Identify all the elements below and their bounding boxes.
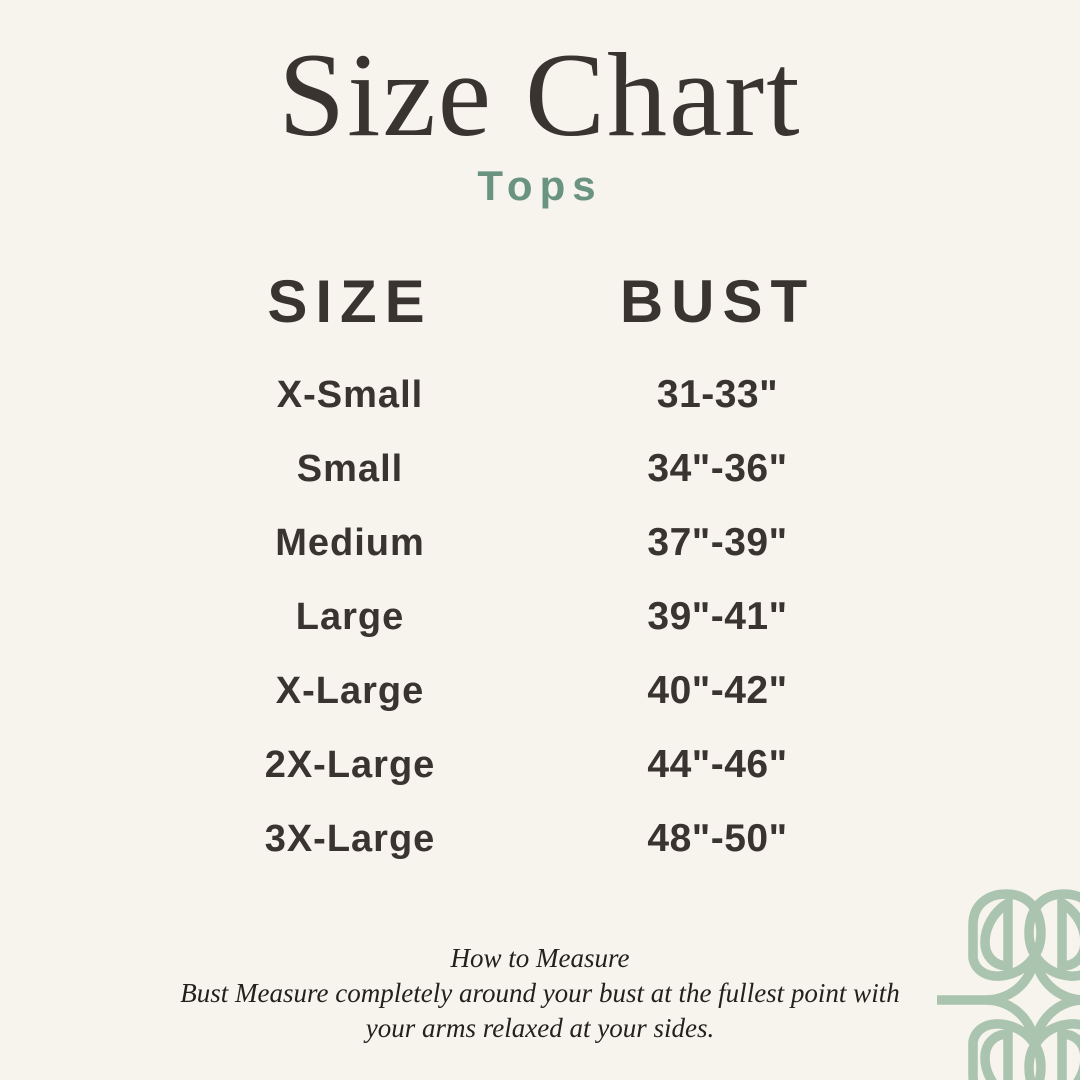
how-to-measure-heading: How to Measure bbox=[450, 943, 630, 973]
ornament-leaf-bl bbox=[980, 1029, 1013, 1080]
ornament-tile-tl bbox=[968, 889, 1046, 981]
bust-cell: 39"-41" bbox=[647, 595, 788, 638]
ornament-tile-br bbox=[1024, 1019, 1080, 1080]
how-to-measure-line1: Bust Measure completely around your bust… bbox=[180, 978, 900, 1008]
bust-cell: 37"-39" bbox=[647, 521, 788, 564]
bust-column: BUST 31-33" 34"-36" 37"-39" 39"-41" 40"-… bbox=[545, 272, 890, 876]
size-cell: Small bbox=[296, 448, 404, 490]
category-subtitle: Tops bbox=[477, 162, 603, 209]
ornament-leaf-tl bbox=[980, 894, 1013, 971]
size-cell: 3X-Large bbox=[264, 818, 436, 860]
ornament-tile-bl bbox=[968, 1019, 1046, 1080]
ornament-diamond bbox=[985, 950, 1080, 1050]
size-cell: Medium bbox=[275, 522, 425, 564]
size-cell: Large bbox=[295, 596, 405, 638]
ornament-leaf-tr bbox=[1057, 894, 1080, 971]
page-title: Size Chart bbox=[278, 28, 802, 161]
ornament-tile-tr bbox=[1024, 889, 1080, 981]
size-column: SIZE X-Small Small Medium Large X-Large … bbox=[175, 272, 525, 876]
leaf-lattice-ornament-icon bbox=[937, 889, 1080, 1080]
ornament-leaf-br bbox=[1057, 1029, 1080, 1080]
bust-cell: 40"-42" bbox=[647, 669, 788, 712]
size-cell: X-Small bbox=[276, 374, 424, 416]
how-to-measure-note: How to Measure Bust Measure completely a… bbox=[0, 941, 1080, 1046]
bust-cell: 48"-50" bbox=[647, 817, 788, 860]
bust-cell: 31-33" bbox=[656, 373, 779, 416]
bust-cell: 34"-36" bbox=[647, 447, 788, 490]
size-column-header: SIZE bbox=[267, 268, 433, 335]
bust-cell: 44"-46" bbox=[647, 743, 788, 786]
size-cell: X-Large bbox=[275, 670, 425, 712]
bust-column-header: BUST bbox=[619, 268, 816, 335]
size-cell: 2X-Large bbox=[264, 744, 436, 786]
how-to-measure-line2: your arms relaxed at your sides. bbox=[365, 1013, 715, 1043]
